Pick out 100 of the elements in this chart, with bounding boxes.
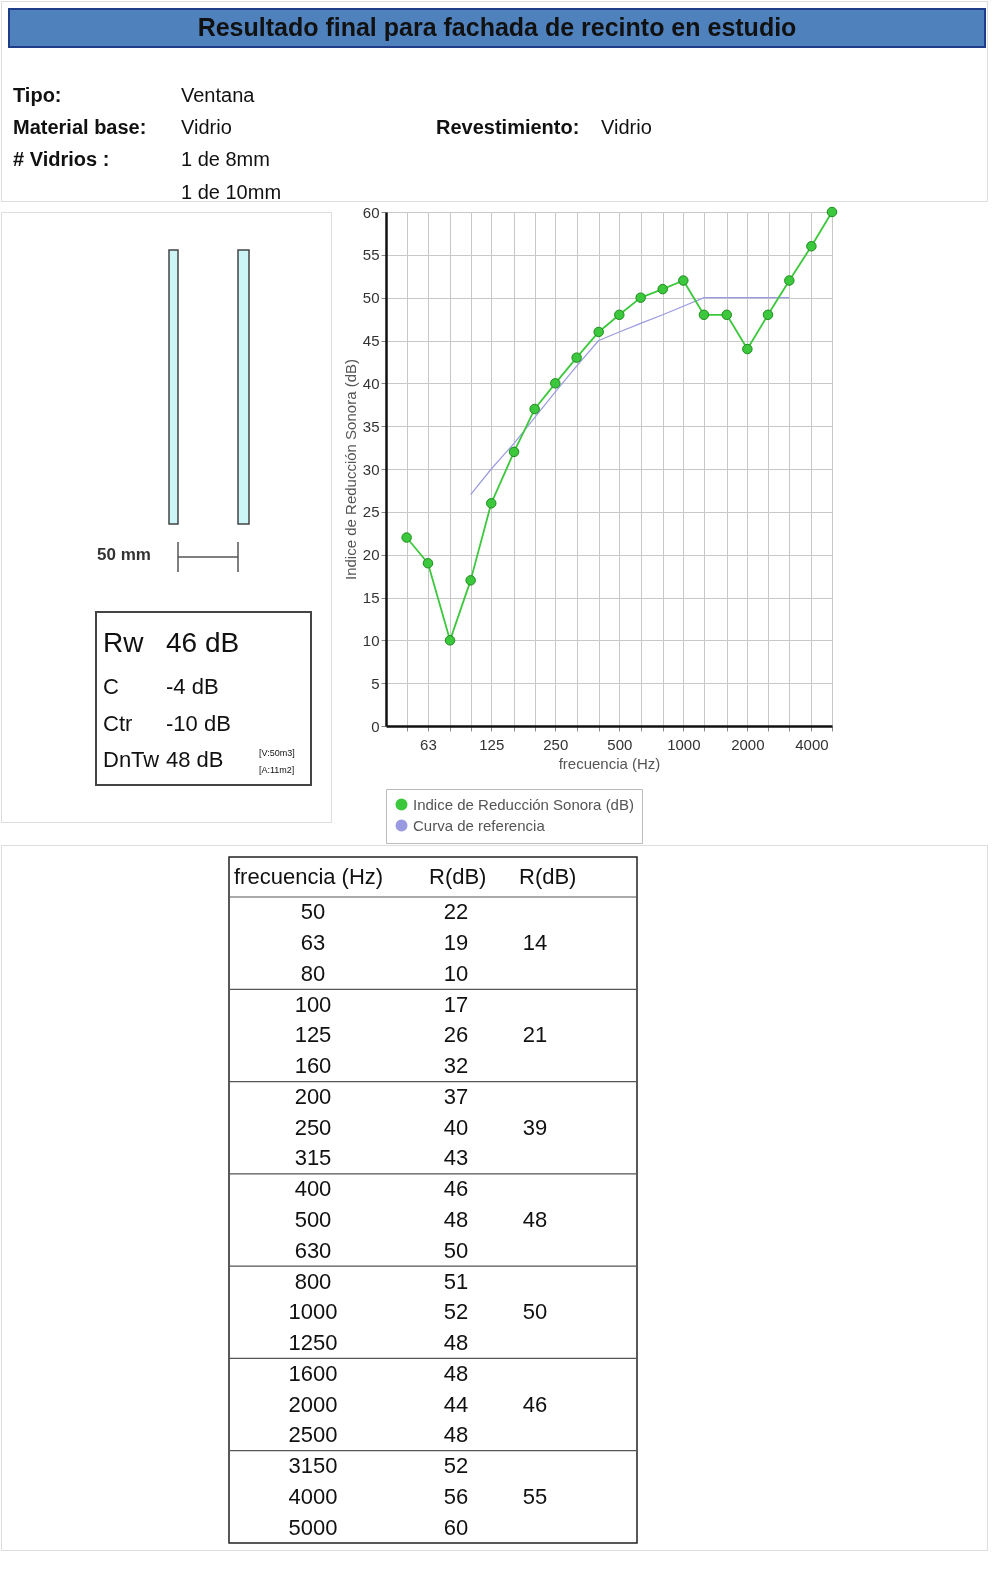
text: 52 bbox=[443, 1453, 469, 1479]
text: 22 bbox=[443, 899, 469, 925]
point bbox=[593, 326, 604, 338]
text: 19 bbox=[443, 930, 469, 956]
text: 500 bbox=[294, 1207, 332, 1232]
text: Vidrio bbox=[181, 116, 232, 138]
y-tick-label: 10 bbox=[362, 631, 380, 649]
y-tick-label: 50 bbox=[362, 289, 380, 307]
y-tick-label: 30 bbox=[362, 460, 380, 478]
y-tick-label: 0 bbox=[371, 717, 380, 735]
text: 100 bbox=[294, 991, 332, 1017]
y-tick-label: 15 bbox=[362, 589, 380, 606]
text: 1 de 10mm bbox=[181, 181, 282, 203]
text: 37 bbox=[443, 1083, 469, 1109]
point bbox=[571, 352, 582, 363]
x-tick-label: 250 bbox=[543, 735, 569, 753]
point bbox=[826, 206, 838, 218]
text: 51 bbox=[443, 1268, 469, 1294]
text: 17 bbox=[443, 991, 469, 1017]
legend-label: Indice de Reducción Sonora (dB) bbox=[413, 795, 634, 813]
text: 14 bbox=[522, 930, 548, 956]
text: 250 bbox=[294, 1114, 332, 1140]
y-tick-label: 35 bbox=[362, 417, 380, 435]
x-tick-label: 125 bbox=[479, 735, 505, 753]
text: 400 bbox=[294, 1176, 332, 1202]
y-axis-title: Indice de Reducción Sonora (dB) bbox=[341, 359, 359, 580]
text: 55 bbox=[522, 1483, 548, 1509]
text: 3150 bbox=[288, 1453, 338, 1479]
text: R(dB) bbox=[429, 864, 487, 889]
line-series bbox=[470, 297, 790, 496]
x-axis-title: frecuencia (Hz) bbox=[558, 754, 661, 772]
text: 800 bbox=[294, 1268, 332, 1294]
text: 48 dB bbox=[166, 747, 224, 772]
text: 43 bbox=[443, 1145, 469, 1171]
x-tick-label: 500 bbox=[607, 735, 633, 753]
text: 48 bbox=[443, 1422, 469, 1448]
legend-label: Curva de referencia bbox=[413, 816, 546, 834]
text: 1000 bbox=[288, 1299, 338, 1325]
text: 32 bbox=[443, 1053, 469, 1079]
point bbox=[465, 575, 476, 586]
text: 80 bbox=[300, 960, 326, 986]
text: frecuencia (Hz) bbox=[234, 864, 384, 889]
text: 1250 bbox=[288, 1330, 338, 1356]
text: 40 bbox=[443, 1114, 469, 1140]
text: # Vidrios : bbox=[13, 148, 110, 170]
text: 125 bbox=[294, 1022, 332, 1048]
text: R(dB) bbox=[519, 864, 577, 889]
text: 50 bbox=[443, 1237, 469, 1263]
point bbox=[508, 446, 520, 458]
text: 48 bbox=[443, 1360, 469, 1386]
x-tick-label: 63 bbox=[420, 735, 437, 753]
text: Revestimiento: bbox=[436, 116, 580, 138]
text: 1600 bbox=[288, 1360, 338, 1386]
point bbox=[444, 635, 456, 646]
text: DnTw bbox=[103, 747, 160, 772]
text: 315 bbox=[294, 1145, 332, 1171]
text: 48 bbox=[443, 1330, 469, 1356]
point bbox=[422, 558, 434, 569]
point bbox=[657, 283, 668, 295]
text: C bbox=[103, 674, 119, 699]
y-tick-label: 25 bbox=[362, 503, 380, 521]
y-tick-label: 20 bbox=[362, 546, 380, 564]
text: 46 bbox=[443, 1176, 469, 1202]
text: 52 bbox=[443, 1299, 469, 1325]
y-tick-label: 55 bbox=[362, 246, 380, 264]
text: 200 bbox=[294, 1083, 332, 1109]
y-tick-label: 60 bbox=[362, 203, 380, 221]
text: 21 bbox=[522, 1022, 548, 1048]
point bbox=[678, 275, 689, 286]
point bbox=[784, 275, 795, 286]
text: 63 bbox=[300, 930, 326, 956]
point bbox=[762, 309, 774, 321]
text: Resultado final para fachada de recinto en estudio bbox=[197, 13, 797, 41]
text: Ventana bbox=[181, 84, 256, 106]
text: 44 bbox=[443, 1391, 469, 1417]
text: 10 bbox=[443, 960, 469, 986]
point bbox=[721, 309, 732, 321]
point bbox=[614, 309, 625, 321]
text: 48 bbox=[522, 1207, 548, 1232]
text: 630 bbox=[294, 1237, 332, 1263]
x-tick-label: 1000 bbox=[667, 735, 701, 753]
x-tick-label: 4000 bbox=[795, 735, 829, 753]
text: 2500 bbox=[288, 1422, 338, 1448]
text: 26 bbox=[443, 1022, 469, 1048]
text: 46 bbox=[522, 1391, 548, 1417]
point bbox=[635, 292, 646, 303]
text: 2000 bbox=[288, 1391, 338, 1417]
y-tick-label: 45 bbox=[362, 332, 380, 349]
text: 1 de 8mm bbox=[181, 148, 270, 170]
text: -4 dB bbox=[166, 674, 219, 699]
text: 56 bbox=[443, 1483, 469, 1509]
text: 46 dB bbox=[166, 627, 240, 658]
y-tick-label: 40 bbox=[362, 374, 380, 392]
point bbox=[698, 309, 710, 321]
text: Material base: bbox=[13, 116, 147, 138]
y-tick-label: 5 bbox=[371, 674, 380, 692]
text: 5000 bbox=[288, 1514, 338, 1540]
point bbox=[529, 403, 540, 415]
text: 39 bbox=[522, 1114, 548, 1140]
text: [A:11m2] bbox=[259, 765, 295, 775]
